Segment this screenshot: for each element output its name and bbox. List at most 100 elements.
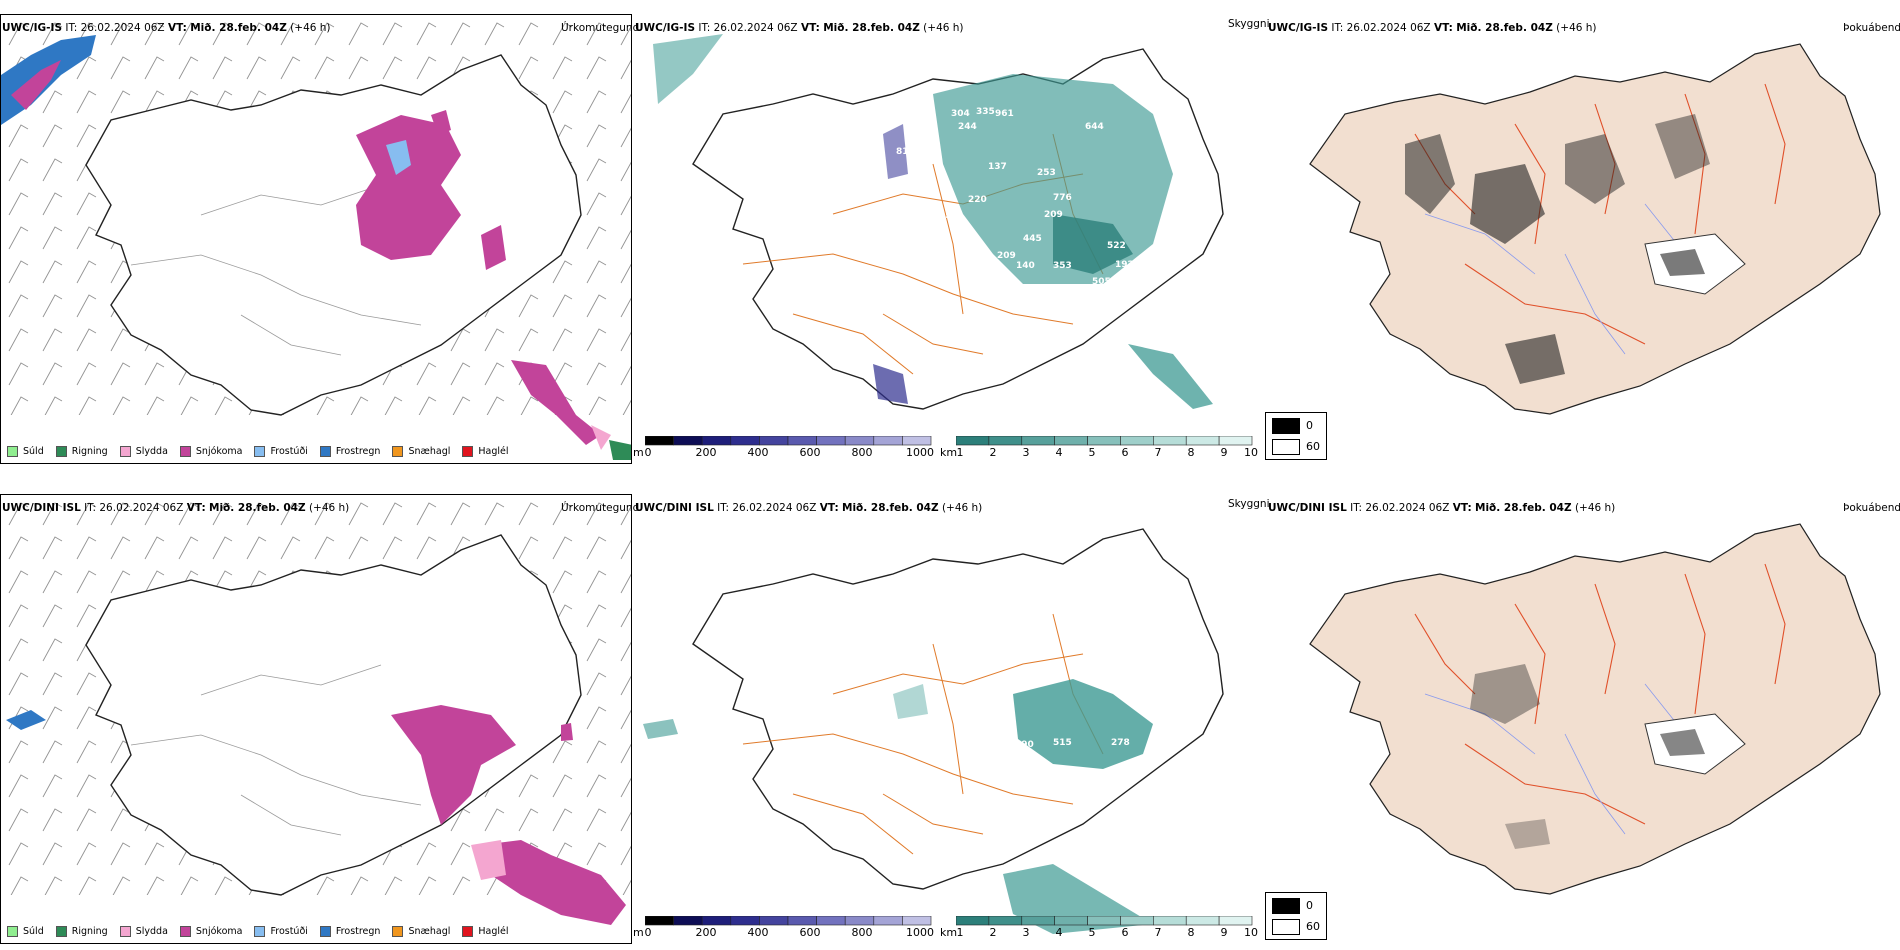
vt-value: Mið. 28.feb. 04Z — [190, 22, 287, 34]
fog-legend-top: 0 — [1306, 419, 1313, 432]
visibility-tick: 5 — [1088, 926, 1096, 939]
colorbar-swatch — [844, 436, 875, 446]
legend-item: Slydda — [119, 446, 168, 457]
it-label: IT: — [84, 502, 97, 514]
legend-item: Súld — [7, 446, 44, 457]
panel-title-precip: Úrkomutegund — [561, 22, 640, 34]
ceiling-tick: 600 — [799, 926, 821, 939]
colorbar-swatch — [873, 916, 903, 926]
iceland-land — [1309, 43, 1881, 415]
colorbar-swatch — [730, 916, 760, 926]
value-label: 209 — [997, 251, 1016, 261]
fog-legend-black — [1272, 418, 1300, 434]
colorbar-swatch — [673, 916, 703, 926]
colorbar-swatch — [645, 916, 674, 926]
ceiling-unit: m — [633, 446, 644, 459]
fog-map-igis — [1309, 43, 1881, 415]
legend-item: Frostúði — [254, 446, 308, 457]
precip-legend-igis: Súld Rigning Slydda Snjókoma Frostúði Fr… — [7, 446, 521, 457]
visibility-tick: 3 — [1022, 446, 1030, 459]
legend-label: Snjókoma — [195, 446, 243, 457]
legend-swatch — [392, 446, 404, 457]
it-value: 26.02.2024 06Z — [732, 502, 817, 514]
legend-swatch — [462, 926, 474, 937]
ceiling-colorbar-swatches — [645, 916, 932, 926]
value-label: 209 — [1044, 210, 1063, 220]
colorbar-swatch — [787, 916, 817, 926]
legend-label: Snæhagl — [408, 446, 451, 457]
fog-legend-box-dini: 0 60 — [1265, 892, 1327, 940]
legend-item: Snæhagl — [392, 926, 450, 937]
visibility-tick: 4 — [1055, 926, 1063, 939]
value-label: 140 — [1016, 261, 1035, 271]
visibility-unit: km — [940, 446, 958, 459]
panel-title-fog: Þokuábendi — [1843, 502, 1900, 514]
legend-swatch — [119, 446, 131, 457]
colorbar-swatch — [1218, 436, 1253, 446]
legend-label: Haglél — [478, 926, 509, 937]
ceiling-map-igis — [653, 34, 1224, 410]
visibility-tick: 7 — [1154, 926, 1162, 939]
fog-legend-bottom: 60 — [1306, 920, 1320, 933]
colorbar-swatch — [956, 436, 990, 446]
value-label: 253 — [1037, 168, 1056, 178]
legend-swatch — [179, 926, 191, 937]
visibility-tick: 6 — [1121, 446, 1129, 459]
legend-item: Snæhagl — [392, 446, 450, 457]
fog-dense-area — [1470, 664, 1540, 724]
legend-label: Súld — [23, 446, 44, 457]
iceland-land — [1309, 523, 1881, 895]
value-label: 644 — [1085, 122, 1104, 132]
value-label: 55 — [908, 386, 921, 396]
ceiling-tick: 1000 — [906, 446, 934, 459]
legend-label: Snjókoma — [195, 926, 243, 937]
colorbar-swatch — [759, 916, 789, 926]
value-label: 252 — [939, 211, 958, 221]
colorbar-swatch — [956, 916, 990, 926]
vt-label: VT: — [186, 502, 206, 514]
colorbar-swatch — [844, 916, 875, 926]
panel-title-fog: Þokuábendi — [1843, 22, 1900, 34]
colorbar-swatch — [645, 436, 674, 446]
vt-value: Mið. 28.feb. 04Z — [209, 502, 306, 514]
vt-label: VT: — [819, 502, 839, 514]
ceiling-tick: 0 — [644, 926, 652, 939]
visibility-unit: km — [940, 926, 958, 939]
value-label: 220 — [968, 195, 987, 205]
lead-time: (+46 h) — [290, 22, 331, 34]
visibility-tick: 5 — [1088, 446, 1096, 459]
legend-item: Súld — [7, 926, 44, 937]
panel-header: UWC/DINI ISL IT: 26.02.2024 06Z VT: Mið.… — [1268, 502, 1615, 514]
value-label: 505 — [1092, 277, 1111, 287]
ceiling-colorbar-igis: m 0 200 400 600 800 1000 — [633, 436, 934, 464]
visibility-tick: 2 — [989, 446, 997, 459]
colorbar-swatch — [1054, 436, 1088, 446]
colorbar-swatch — [902, 916, 932, 926]
visibility-colorbar-swatches — [956, 436, 1253, 446]
vt-value: Mið. 28.feb. 04Z — [1475, 502, 1572, 514]
legend-swatch — [254, 926, 266, 937]
value-label: 335 — [976, 107, 995, 117]
fog-dense-area — [1405, 134, 1455, 214]
visibility-tick: 8 — [1187, 446, 1195, 459]
vt-value: Mið. 28.feb. 04Z — [1456, 22, 1553, 34]
fog-legend-bottom: 60 — [1306, 440, 1320, 453]
visibility-tick: 7 — [1154, 446, 1162, 459]
vt-label: VT: — [1452, 502, 1472, 514]
fog-legend-black — [1272, 898, 1300, 914]
legend-label: Snæhagl — [408, 926, 451, 937]
lead-time: (+46 h) — [1556, 22, 1597, 34]
precip-legend-dini: Súld Rigning Slydda Snjókoma Frostúði Fr… — [7, 926, 521, 937]
colorbar-swatch — [816, 436, 846, 446]
fog-legend-white — [1272, 439, 1300, 455]
ceiling-tick: 600 — [799, 446, 821, 459]
colorbar-swatch — [1120, 436, 1154, 446]
value-label: 44 — [923, 260, 936, 270]
ceiling-colorbar-dini: m 0 200 400 600 800 1000 — [633, 916, 934, 944]
value-label: 690 — [1015, 740, 1034, 750]
legend-item: Frostregn — [319, 446, 380, 457]
it-value: 26.02.2024 06Z — [1346, 22, 1431, 34]
ceiling-tick: 200 — [695, 926, 717, 939]
value-label: 304 — [951, 109, 970, 119]
value-label: 244 — [958, 122, 977, 132]
